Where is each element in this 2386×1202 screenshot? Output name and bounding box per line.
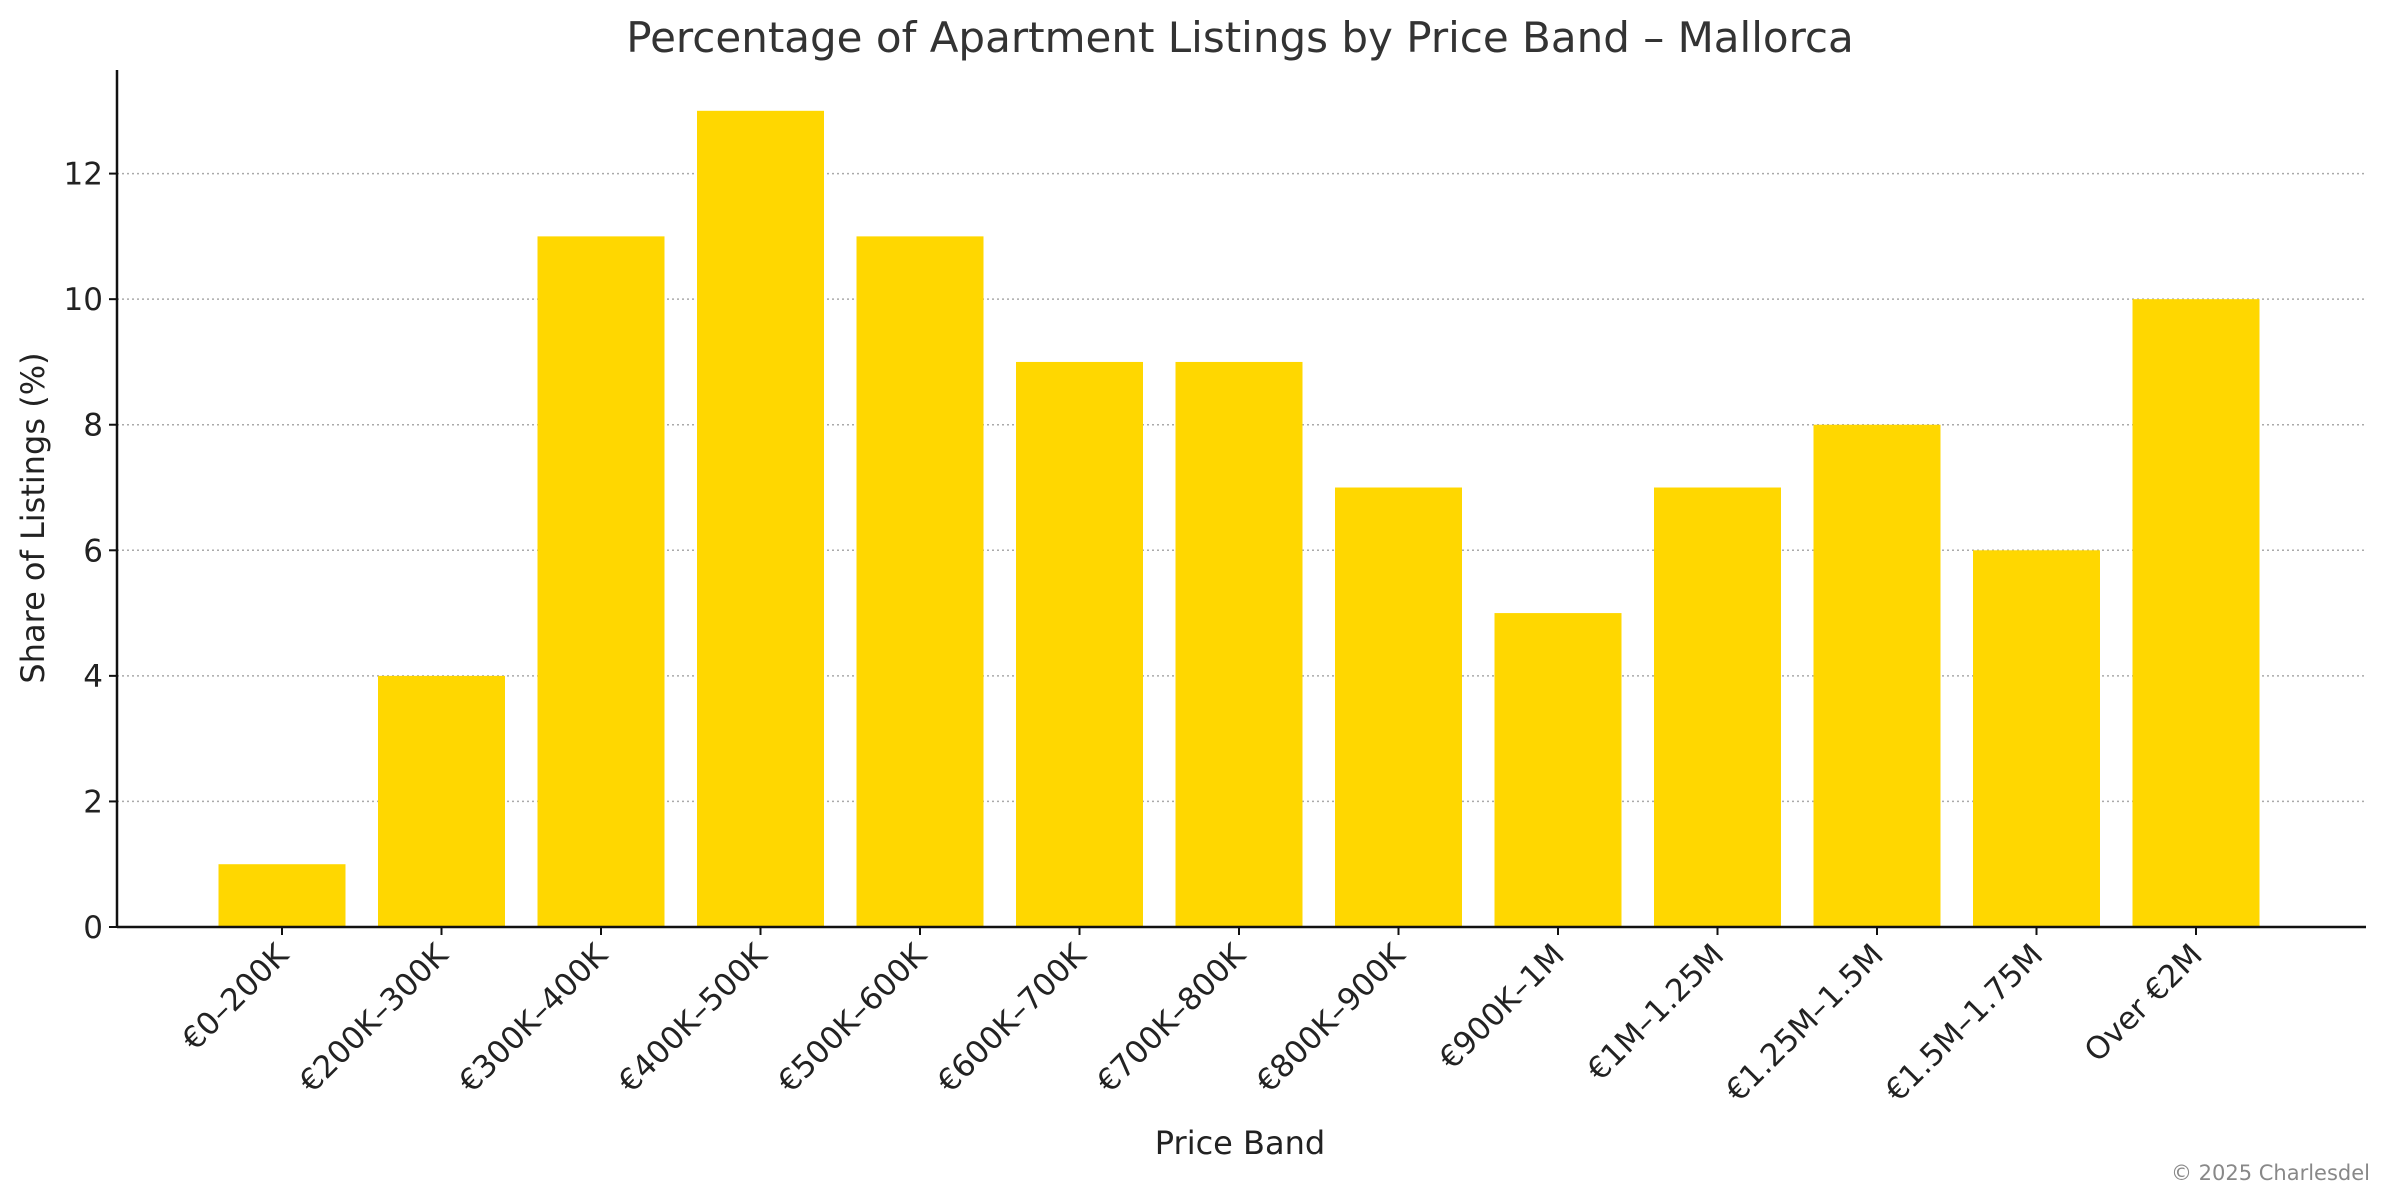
bar [537,236,665,927]
y-tick-label: 6 [83,533,103,569]
bar [1813,424,1941,927]
y-tick-label: 4 [83,659,103,695]
copyright-text: © 2025 Charlesdel [2171,1161,2370,1185]
y-tick-label: 12 [64,157,103,193]
y-axis-label: Share of Listings (%) [14,352,52,683]
x-tick-label: €300K–400K [452,937,615,1100]
x-tick-label: Over €2M [2078,937,2210,1069]
bar [856,236,984,927]
y-tick-label: 0 [83,910,103,946]
axes [115,70,2366,929]
bar [697,110,824,928]
bar [2132,299,2260,928]
x-tick-label: €0–200K [175,937,296,1058]
x-axis-label: Price Band [1155,1124,1325,1162]
chart-title: Percentage of Apartment Listings by Pric… [626,13,1854,62]
bar [1016,361,1143,927]
x-tick-label: €800K–900K [1249,937,1412,1100]
bar [1335,487,1462,927]
bar [1654,487,1781,927]
y-ticks: 0 2 4 6 8 10 12 [64,157,117,946]
x-tick-label: €1M–1.25M [1580,937,1731,1088]
x-tick-label: €400K–500K [611,937,774,1100]
bar [1175,361,1303,927]
x-tick-label: €200K–300K [292,937,455,1100]
x-tick-label: €600K–700K [930,937,1093,1100]
x-tick-label: €500K–600K [771,937,934,1100]
y-tick-label: 2 [83,784,103,820]
x-tick-label: €900K–1M [1432,937,1571,1076]
bar [218,864,346,927]
x-tick-label: €1.25M–1.5M [1719,937,1891,1109]
y-tick-label: 8 [83,408,103,444]
bars [218,110,2260,928]
bar [1973,550,2100,927]
bar [1494,613,1622,927]
bar [378,675,505,927]
x-tick-label: €1.5M–1.75M [1878,937,2050,1109]
x-ticks: €0–200K€200K–300K€300K–400K€400K–500K€50… [175,927,2210,1109]
y-tick-label: 10 [64,282,103,318]
x-tick-label: €700K–800K [1090,937,1253,1100]
